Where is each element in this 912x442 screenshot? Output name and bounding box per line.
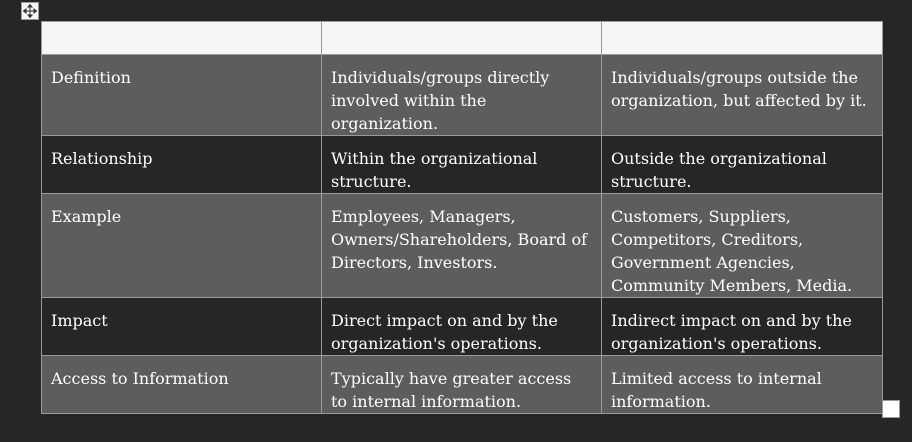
row-label-cell[interactable]: Relationship <box>41 135 322 194</box>
internal-cell[interactable]: Direct impact on and by the organization… <box>321 297 602 356</box>
row-label-cell[interactable]: Impact <box>41 297 322 356</box>
internal-cell[interactable]: Within the organizational structure. <box>321 135 602 194</box>
row-label-cell[interactable]: Definition <box>41 54 322 136</box>
header-cell[interactable] <box>41 21 322 55</box>
header-cell[interactable] <box>321 21 602 55</box>
internal-cell[interactable]: Individuals/groups directly involved wit… <box>321 54 602 136</box>
table-row: Access to Information Typically have gre… <box>41 355 883 414</box>
comparison-table: Definition Individuals/groups directly i… <box>41 21 883 414</box>
external-cell[interactable]: Limited access to internal information. <box>601 355 883 414</box>
table-row: Definition Individuals/groups directly i… <box>41 54 883 136</box>
table-move-handle-icon[interactable] <box>21 2 39 20</box>
table-resize-handle-icon[interactable] <box>882 400 900 418</box>
external-cell[interactable]: Individuals/groups outside the organizat… <box>601 54 883 136</box>
internal-cell[interactable]: Typically have greater access to interna… <box>321 355 602 414</box>
table-header-row <box>41 21 883 55</box>
internal-cell[interactable]: Employees, Managers, Owners/Shareholders… <box>321 193 602 298</box>
move-arrows-icon <box>23 4 37 18</box>
table-row: Impact Direct impact on and by the organ… <box>41 297 883 356</box>
external-cell[interactable]: Outside the organizational structure. <box>601 135 883 194</box>
table-row: Relationship Within the organizational s… <box>41 135 883 194</box>
external-cell[interactable]: Customers, Suppliers, Competitors, Credi… <box>601 193 883 298</box>
row-label-cell[interactable]: Example <box>41 193 322 298</box>
table-row: Example Employees, Managers, Owners/Shar… <box>41 193 883 298</box>
header-cell[interactable] <box>601 21 883 55</box>
external-cell[interactable]: Indirect impact on and by the organizati… <box>601 297 883 356</box>
row-label-cell[interactable]: Access to Information <box>41 355 322 414</box>
